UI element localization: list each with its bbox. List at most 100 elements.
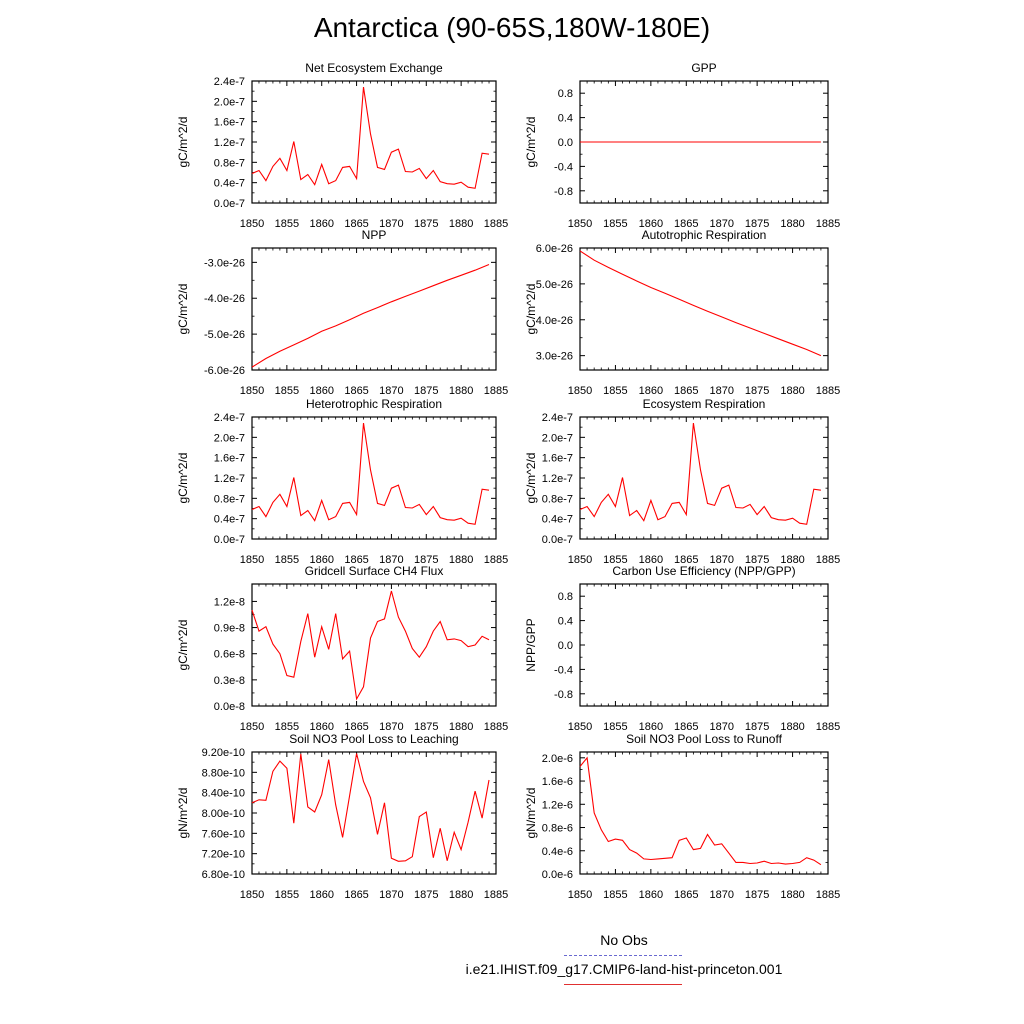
panel-title: GPP: [691, 61, 716, 75]
y-tick-label: 1.6e-7: [542, 453, 573, 465]
x-tick-label: 1875: [745, 721, 769, 733]
y-tick-label: 0.0: [558, 137, 573, 149]
x-tick-label: 1860: [309, 889, 333, 901]
x-tick-label: 1860: [309, 554, 333, 566]
legend-model-label: i.e21.IHIST.f09_g17.CMIP6-land-hist-prin…: [465, 961, 783, 977]
y-tick-label: 2.4e-7: [542, 412, 573, 424]
y-tick-label: 2.0e-6: [542, 753, 573, 765]
panel-title: Soil NO3 Pool Loss to Leaching: [289, 732, 458, 746]
x-tick-label: 1885: [816, 554, 840, 566]
y-tick-label: 0.8: [558, 88, 573, 100]
y-tick-label: 1.6e-7: [214, 117, 245, 129]
y-tick-label: 0.9e-8: [214, 623, 245, 635]
x-tick-label: 1880: [780, 218, 804, 230]
x-tick-label: 1885: [816, 889, 840, 901]
y-tick-label: -0.8: [554, 186, 573, 198]
legend-obs-label: No Obs: [600, 932, 648, 948]
x-tick-label: 1880: [449, 218, 473, 230]
y-axis-label: gC/m^2/d: [176, 284, 190, 335]
x-tick-label: 1870: [709, 889, 733, 901]
x-tick-label: 1885: [484, 385, 508, 397]
y-tick-label: -5.0e-26: [204, 329, 245, 341]
x-tick-label: 1880: [780, 721, 804, 733]
panel-title: Soil NO3 Pool Loss to Runoff: [626, 732, 783, 746]
panel-title: Heterotrophic Respiration: [306, 397, 442, 411]
y-tick-label: 0.6e-8: [214, 649, 245, 661]
y-tick-label: 0.0e-7: [214, 198, 245, 210]
y-tick-label: 1.2e-7: [214, 473, 245, 485]
y-tick-label: 8.00e-10: [202, 808, 245, 820]
y-tick-label: 3.0e-26: [536, 351, 573, 363]
x-tick-label: 1865: [674, 889, 698, 901]
x-tick-label: 1870: [379, 721, 403, 733]
plot-frame: [251, 247, 497, 371]
y-tick-label: 6.80e-10: [202, 869, 245, 881]
y-axis-label: gC/m^2/d: [176, 117, 190, 168]
series-line: [251, 263, 490, 368]
panel-title: NPP: [362, 228, 387, 242]
x-tick-label: 1855: [275, 889, 299, 901]
series-line: [251, 87, 490, 189]
x-tick-label: 1850: [568, 889, 592, 901]
x-tick-label: 1865: [674, 721, 698, 733]
x-tick-label: 1850: [240, 721, 264, 733]
x-tick-label: 1885: [816, 385, 840, 397]
y-tick-label: 8.80e-10: [202, 767, 245, 779]
plot-frame: [251, 416, 497, 540]
plot-frame: [251, 583, 497, 707]
series-line: [579, 756, 822, 866]
y-tick-label: 7.20e-10: [202, 849, 245, 861]
y-tick-label: 1.6e-7: [214, 453, 245, 465]
x-tick-label: 1880: [780, 385, 804, 397]
x-tick-label: 1870: [379, 889, 403, 901]
x-tick-label: 1880: [449, 721, 473, 733]
x-tick-label: 1860: [639, 218, 663, 230]
x-tick-label: 1875: [414, 721, 438, 733]
x-tick-label: 1865: [344, 889, 368, 901]
y-tick-label: 1.2e-7: [214, 137, 245, 149]
y-axis-label: gC/m^2/d: [176, 620, 190, 671]
y-tick-label: 6.0e-26: [536, 243, 573, 255]
x-tick-label: 1885: [484, 218, 508, 230]
panel-title: Net Ecosystem Exchange: [305, 61, 443, 75]
panel-title: Carbon Use Efficiency (NPP/GPP): [612, 564, 795, 578]
series-line: [579, 250, 822, 357]
x-tick-label: 1850: [568, 721, 592, 733]
x-tick-label: 1875: [745, 889, 769, 901]
y-tick-label: 0.4e-6: [542, 846, 573, 858]
y-tick-label: 1.6e-6: [542, 776, 573, 788]
x-tick-label: 1855: [603, 554, 627, 566]
y-tick-label: 0.0e-7: [214, 534, 245, 546]
x-tick-label: 1855: [603, 721, 627, 733]
y-tick-label: 2.4e-7: [214, 412, 245, 424]
plot-frame: [579, 583, 829, 707]
y-tick-label: 0.4: [558, 616, 573, 628]
series-line: [251, 753, 490, 862]
plot-frame: [579, 416, 829, 540]
y-tick-label: 2.4e-7: [214, 76, 245, 88]
page-title: Antarctica (90-65S,180W-180E): [313, 12, 711, 43]
y-tick-label: 1.2e-8: [214, 596, 245, 608]
y-tick-label: 0.3e-8: [214, 675, 245, 687]
plot-frame: [251, 80, 497, 204]
x-tick-label: 1850: [568, 554, 592, 566]
y-tick-label: 0.4: [558, 113, 573, 125]
x-tick-label: 1860: [639, 889, 663, 901]
plot-frame: [579, 247, 829, 371]
x-tick-label: 1865: [344, 554, 368, 566]
y-tick-label: -0.8: [554, 689, 573, 701]
y-axis-label: NPP/GPP: [524, 618, 538, 671]
y-tick-label: -0.4: [554, 161, 573, 173]
x-tick-label: 1875: [414, 554, 438, 566]
x-tick-label: 1885: [816, 218, 840, 230]
x-tick-label: 1855: [603, 385, 627, 397]
panel-title: Ecosystem Respiration: [643, 397, 766, 411]
plot-frame: [579, 751, 829, 875]
x-tick-label: 1880: [449, 554, 473, 566]
y-tick-label: 0.4e-7: [214, 178, 245, 190]
x-tick-label: 1880: [780, 889, 804, 901]
series-line: [251, 423, 490, 525]
y-tick-label: 0.8e-7: [214, 157, 245, 169]
x-tick-label: 1875: [745, 385, 769, 397]
x-tick-label: 1875: [414, 889, 438, 901]
